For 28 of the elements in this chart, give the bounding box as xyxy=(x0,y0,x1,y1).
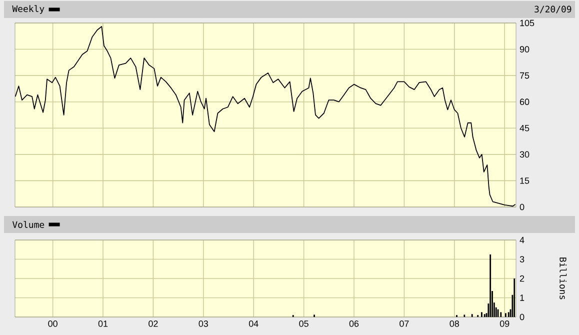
y-tick-label: 75 xyxy=(520,72,530,79)
y-tick-label: 0 xyxy=(520,314,524,320)
line-series xyxy=(15,26,516,207)
legend-label: Volume xyxy=(12,221,44,228)
x-tick-label: 02 xyxy=(148,320,158,327)
legend-label: Weekly xyxy=(12,5,44,14)
y-tick-label: 3 xyxy=(520,256,524,262)
x-tick-label: 01 xyxy=(98,320,108,327)
x-tick-label: 04 xyxy=(248,320,258,327)
y-tick-label: 1 xyxy=(520,294,524,301)
x-tick-label: 07 xyxy=(400,320,409,327)
x-tick-label: 08 xyxy=(450,320,459,327)
x-tick-label: 00 xyxy=(48,320,58,327)
text: 3/20/09 xyxy=(534,6,572,14)
y-tick-label: 45 xyxy=(520,125,530,132)
y-tick-label: 60 xyxy=(520,98,530,106)
y-tick-label: 15 xyxy=(520,178,530,184)
y-tick-label: 30 xyxy=(520,151,530,158)
x-tick-label: 06 xyxy=(349,320,359,327)
y-axis-title: Billions xyxy=(560,258,567,300)
y-tick-label: 0 xyxy=(520,204,524,210)
y-tick-label: 2 xyxy=(520,275,524,282)
x-tick-label: 05 xyxy=(299,320,308,327)
x-tick-label: 09 xyxy=(500,320,510,327)
y-tick-label: 90 xyxy=(520,46,530,52)
y-tick-label: 4 xyxy=(520,236,524,244)
x-tick-label: 03 xyxy=(198,320,208,327)
y-tick-label: 105 xyxy=(520,20,534,26)
